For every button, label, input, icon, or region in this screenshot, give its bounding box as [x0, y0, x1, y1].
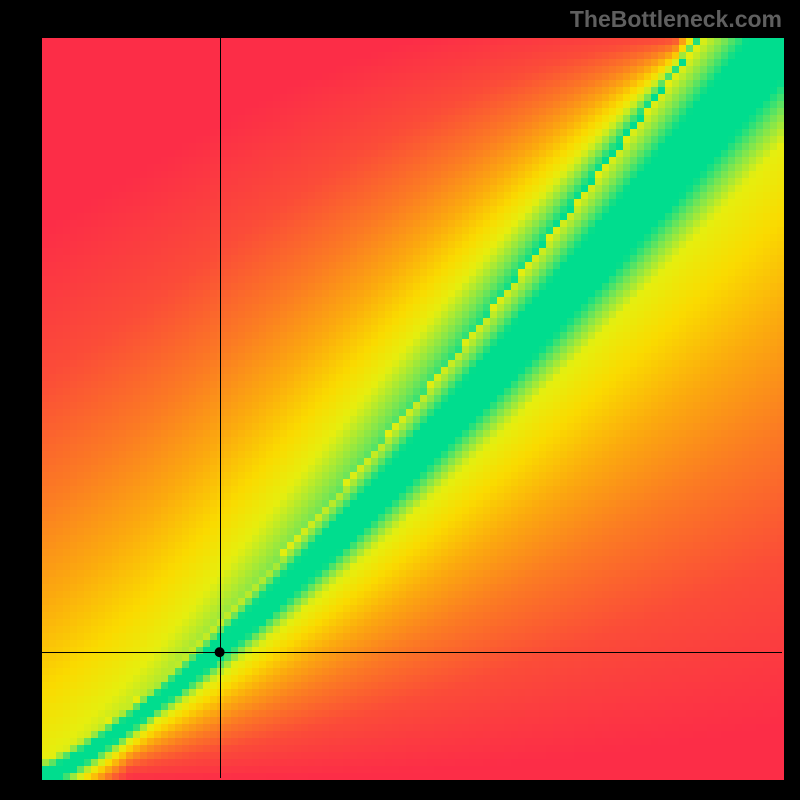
watermark-text: TheBottleneck.com [570, 6, 782, 33]
chart-container: TheBottleneck.com [0, 0, 800, 800]
bottleneck-heatmap [0, 0, 800, 800]
